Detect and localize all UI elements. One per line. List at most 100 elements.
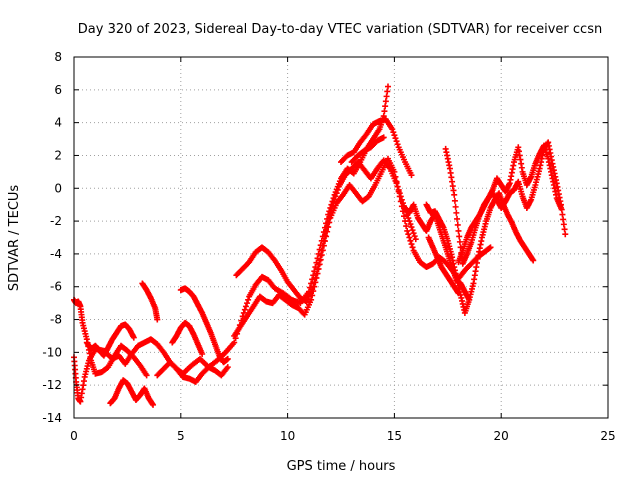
data-point [389,126,396,133]
data-series [71,83,569,408]
data-point [393,138,400,145]
data-point [391,132,398,139]
data-point [150,401,157,408]
data-point [401,213,408,220]
data-point [405,231,412,238]
data-point [451,191,458,198]
data-point [384,83,391,90]
series-track-8 [177,285,231,366]
data-point [231,339,238,346]
series-track-10 [233,157,419,305]
data-point [308,296,315,303]
x-tick-label: 10 [280,429,295,443]
data-point [331,196,338,203]
data-point [310,283,317,290]
data-point [406,218,413,225]
data-point [312,274,319,281]
data-point [396,190,403,197]
data-point [326,215,333,222]
data-point [453,209,460,216]
data-point [143,372,150,379]
series-track-12 [348,134,387,166]
data-point [398,196,405,203]
data-point [316,257,323,264]
data-point [324,223,331,230]
x-axis-label: GPS time / hours [287,459,396,474]
data-point [241,306,248,313]
x-tick-label: 20 [494,429,509,443]
data-point [454,215,461,222]
y-tick-label: 6 [54,83,62,97]
data-point [412,236,419,243]
data-point [392,135,399,142]
y-tick-label: -4 [50,247,62,261]
x-tick-label: 25 [600,429,615,443]
data-point [409,244,416,251]
data-point [487,244,494,251]
data-point [317,252,324,259]
data-point [406,234,413,241]
grid [74,57,608,418]
data-point [562,231,569,238]
y-tick-label: 2 [54,148,62,162]
data-point [315,261,322,268]
data-point [408,241,415,248]
data-point [456,233,463,240]
data-point [530,257,537,264]
data-point [456,238,463,245]
data-point [311,279,318,286]
data-point [330,200,337,207]
data-point [314,266,321,273]
data-point [154,316,161,323]
series-track-11 [338,116,415,179]
data-point [320,237,327,244]
data-point [394,183,401,190]
data-point [245,296,252,303]
data-point [334,186,341,193]
data-point [332,193,339,200]
data-point [328,207,335,214]
series-track-6 [154,359,231,385]
plot-frame [73,56,609,419]
x-tick-label: 15 [387,429,402,443]
y-tick-label: 8 [54,50,62,64]
data-point [309,276,316,283]
data-point [240,309,247,316]
data-point [409,227,416,234]
data-point [455,227,462,234]
data-point [333,190,340,197]
data-point [327,211,334,218]
series-track-5 [139,280,161,323]
x-tick-label: 0 [70,429,78,443]
data-point [399,200,406,207]
data-point [380,134,387,141]
y-tick-label: -2 [50,214,62,228]
y-tick-label: 0 [54,181,62,195]
data-point [404,227,411,234]
data-point [454,221,461,228]
y-tick-label: -12 [42,378,62,392]
data-point [308,280,315,287]
y-axis-label: SDTVAR / TECUs [7,185,22,292]
data-point [242,303,249,310]
data-point [451,197,458,204]
data-point [411,233,418,240]
data-point [397,193,404,200]
data-point [407,221,414,228]
y-tick-label: -8 [50,313,62,327]
chart-title: Day 320 of 2023, Sidereal Day-to-day VTE… [78,22,602,37]
y-tick-label: 4 [54,116,62,130]
x-tick-label: 5 [177,429,185,443]
y-tick-label: -14 [42,411,62,425]
data-point [407,237,414,244]
data-point [457,244,464,251]
data-point [405,215,412,222]
data-point [325,219,332,226]
data-point [408,224,415,231]
data-point [393,180,400,187]
data-point [395,186,402,193]
y-tick-label: -10 [42,345,62,359]
series-track-2 [71,83,391,405]
data-point [321,232,328,239]
series-track-4 [107,377,157,408]
